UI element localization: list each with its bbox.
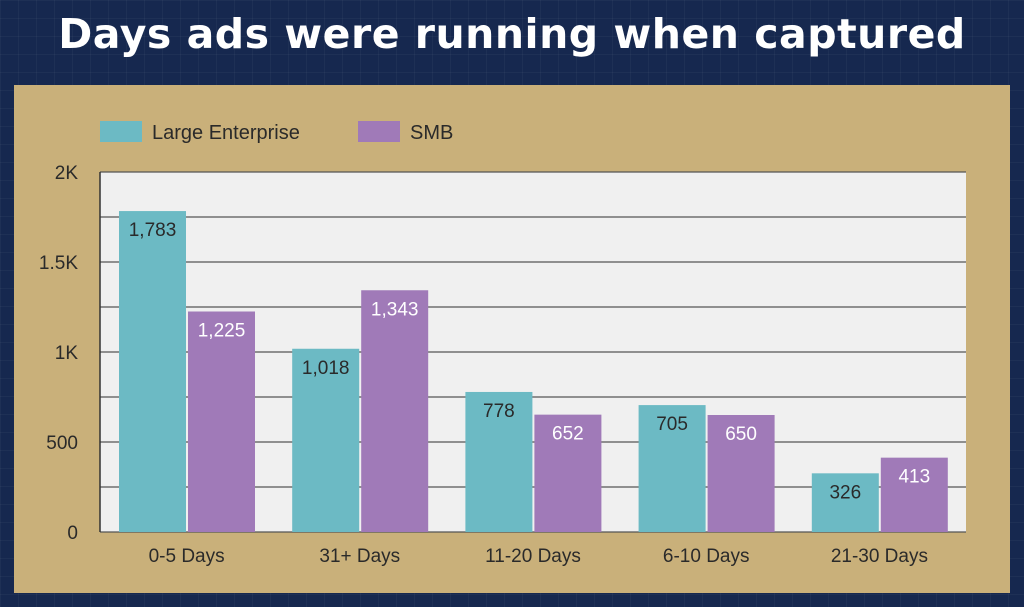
legend-swatch	[358, 121, 400, 142]
data-label: 1,225	[198, 321, 246, 342]
data-label: 778	[483, 401, 515, 422]
bar-smb	[534, 414, 602, 532]
bar-large-enterprise	[638, 405, 706, 532]
y-tick-label: 2K	[55, 163, 79, 184]
x-tick-label: 21-30 Days	[831, 546, 928, 567]
bar-smb	[361, 290, 429, 532]
y-tick-label: 1.5K	[39, 253, 78, 274]
bar-smb	[880, 457, 948, 532]
y-tick-label: 1K	[55, 343, 79, 364]
bar-large-enterprise	[465, 391, 533, 532]
x-tick-label: 31+ Days	[319, 546, 400, 567]
y-tick-label: 500	[46, 433, 78, 454]
data-label: 652	[552, 424, 584, 445]
data-label: 1,783	[129, 220, 177, 241]
bar-smb	[188, 311, 255, 532]
legend-label: SMB	[410, 122, 453, 144]
x-tick-label: 11-20 Days	[485, 546, 581, 567]
data-label: 705	[656, 414, 688, 435]
data-label: 326	[829, 482, 861, 503]
bar-large-enterprise	[811, 473, 879, 532]
bar-smb	[707, 415, 775, 532]
data-label: 650	[725, 424, 757, 445]
legend-label: Large Enterprise	[152, 122, 300, 144]
bar-large-enterprise	[119, 211, 186, 532]
bar-large-enterprise	[292, 348, 360, 532]
y-tick-label: 0	[67, 523, 78, 544]
chart-title: Days ads were running when captured	[58, 10, 966, 58]
legend-swatch	[100, 121, 142, 142]
data-label: 413	[898, 467, 930, 488]
x-tick-label: 0-5 Days	[149, 546, 225, 567]
data-label: 1,343	[371, 299, 419, 320]
data-label: 1,018	[302, 358, 350, 379]
x-tick-label: 6-10 Days	[663, 546, 750, 567]
